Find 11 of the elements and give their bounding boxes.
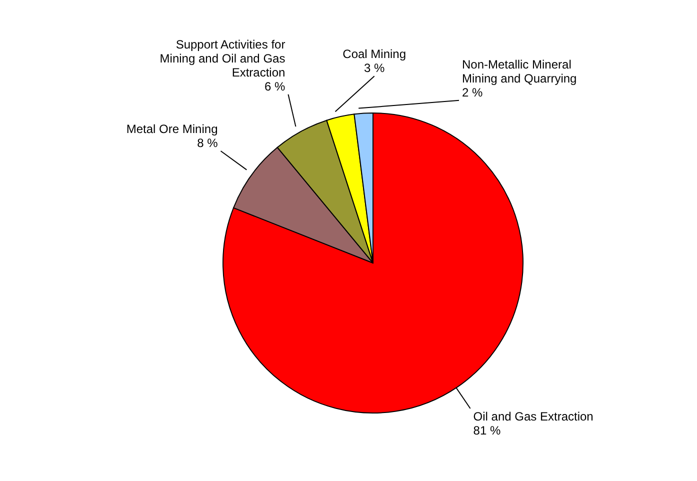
slice-label: Oil and Gas Extraction <box>473 410 594 424</box>
slice-label: Coal Mining <box>342 47 406 62</box>
slice-label: Metal Ore Mining <box>126 122 218 136</box>
data-label: 2 % <box>462 85 484 100</box>
slice-label: Non-Metallic Mineral Mining and Quarrying <box>462 57 577 86</box>
data-label: 3 % <box>364 61 386 76</box>
data-label: 6 % <box>264 79 286 94</box>
data-label: 81 % <box>473 424 501 438</box>
pie-slice <box>222 112 524 414</box>
data-label: 8 % <box>197 136 218 150</box>
slice-label: Support Activities for Mining and Oil and Gas Extraction <box>160 37 286 80</box>
